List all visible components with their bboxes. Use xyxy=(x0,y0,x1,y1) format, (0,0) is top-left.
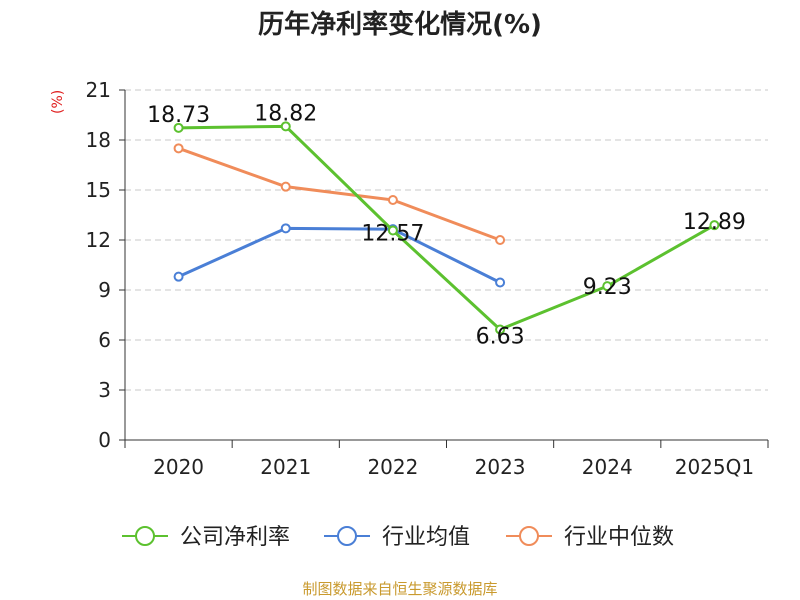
legend-item-0: 公司净利率 xyxy=(122,525,290,550)
legend-item-2: 行业中位数 xyxy=(506,525,674,550)
data-label: 9.23 xyxy=(583,275,632,300)
legend-swatch-marker xyxy=(135,526,155,546)
y-tick-label: 18 xyxy=(86,128,111,152)
data-point-series-2 xyxy=(173,143,184,154)
series-line-0 xyxy=(178,124,716,331)
y-tick-label: 0 xyxy=(98,428,111,452)
data-point-series-2 xyxy=(280,181,291,192)
legend-label: 行业均值 xyxy=(382,525,470,550)
data-point-series-0 xyxy=(387,225,398,236)
data-point-series-0 xyxy=(709,220,720,231)
data-point-series-2 xyxy=(387,195,398,205)
series-line-2 xyxy=(178,146,501,242)
chart-title: 历年净利率变化情况(%) xyxy=(258,10,542,40)
legend-swatch-marker xyxy=(519,526,539,546)
data-point-series-0 xyxy=(602,281,613,292)
data-point-series-1 xyxy=(280,223,291,234)
data-label: 12.57 xyxy=(361,222,424,247)
data-point-series-1 xyxy=(495,277,506,288)
y-tick-label: 21 xyxy=(86,78,111,102)
x-tick-label: 2023 xyxy=(475,455,526,479)
x-tick-label: 2022 xyxy=(367,455,418,479)
y-tick-label: 15 xyxy=(86,178,111,202)
data-labels: 18.73 18.82 12.57 6.63 9.23 12.89 xyxy=(147,101,746,349)
data-source-note: 制图数据来自恒生聚源数据库 xyxy=(302,580,498,598)
x-tick-label: 2021 xyxy=(260,455,311,479)
x-tick-label: 2024 xyxy=(582,455,633,479)
data-point-series-0 xyxy=(280,121,291,132)
y-tick-label: 12 xyxy=(86,228,111,252)
legend: 公司净利率 行业均值 行业中位数 xyxy=(122,525,674,550)
legend-label: 行业中位数 xyxy=(564,525,674,550)
legend-swatch-marker xyxy=(337,526,357,546)
series-lines xyxy=(173,121,720,335)
x-tick-label: 2025Q1 xyxy=(675,455,754,479)
series-line-1 xyxy=(177,226,501,284)
data-point-series-2 xyxy=(495,235,506,245)
legend-item-1: 行业均值 xyxy=(324,525,470,550)
y-tick-label: 3 xyxy=(98,378,111,402)
y-tick-label: 9 xyxy=(98,278,111,302)
grid-lines xyxy=(125,89,768,391)
y-tick-label: 6 xyxy=(98,328,111,352)
data-point-series-0 xyxy=(495,324,506,335)
x-tick-label: 2020 xyxy=(153,455,204,479)
data-label: 12.89 xyxy=(683,210,746,235)
legend-label: 公司净利率 xyxy=(180,525,290,550)
data-point-series-0 xyxy=(173,122,184,133)
data-label: 6.63 xyxy=(476,325,525,350)
axes: 0 3 6 9 12 15 18 21 2020 2021 2022 2023 2024 2025Q1 xyxy=(86,78,769,479)
data-label: 18.73 xyxy=(147,103,210,128)
data-label: 18.82 xyxy=(254,101,317,126)
data-point-series-1 xyxy=(173,271,184,282)
